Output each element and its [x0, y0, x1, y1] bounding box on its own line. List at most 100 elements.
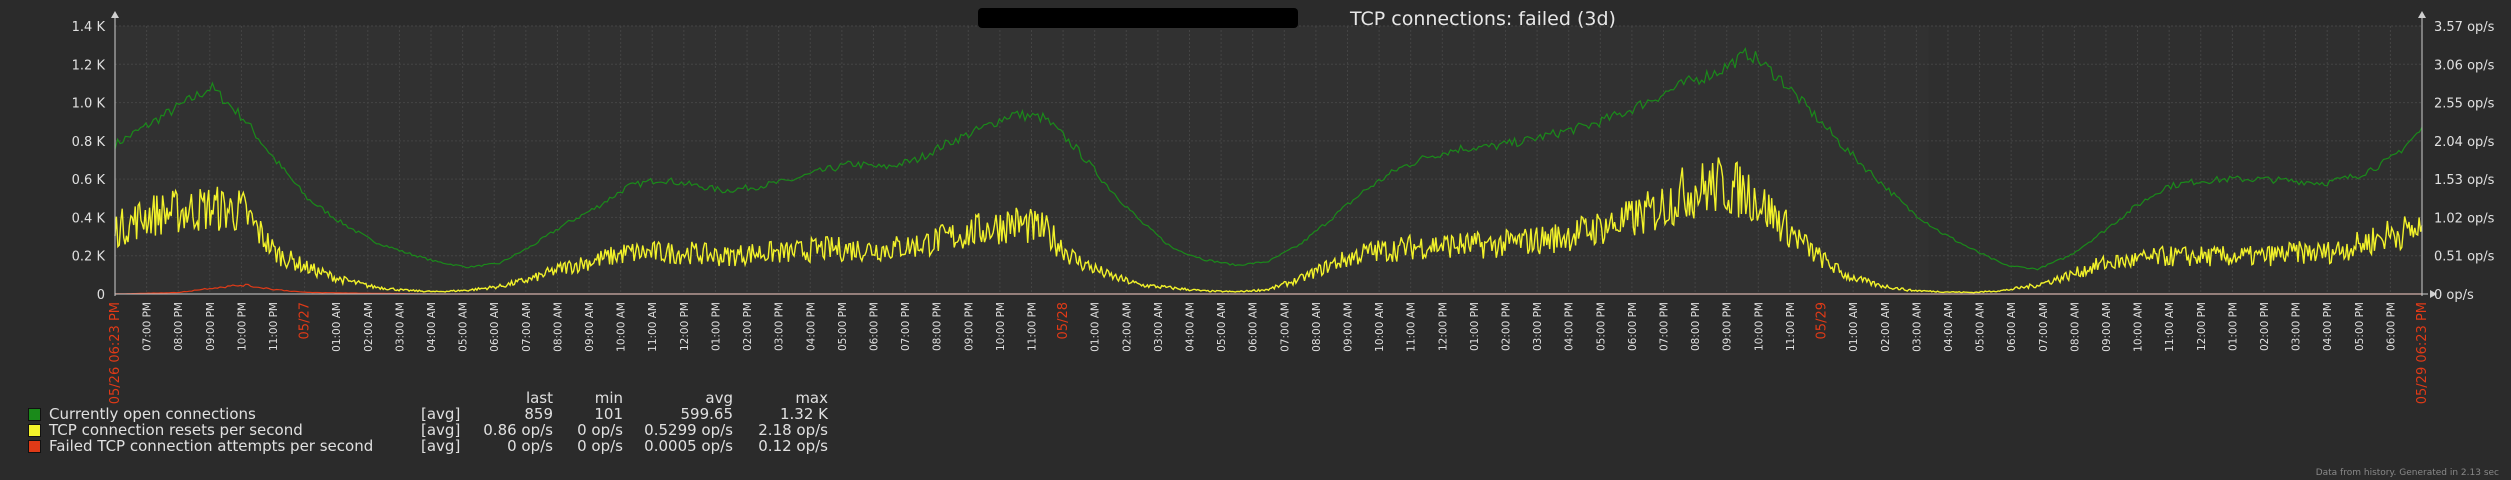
- x-tick-label: 03:00 AM: [394, 302, 406, 352]
- x-tick-label: 02:00 AM: [1121, 302, 1133, 352]
- x-tick-label: 10:00 PM: [995, 302, 1007, 351]
- y-left-tick-label: 0.4 K: [72, 211, 106, 226]
- x-tick-label: 06:00 AM: [2006, 302, 2018, 352]
- x-tick-label: 11:00 PM: [1026, 302, 1038, 351]
- x-tick-label: 10:00 AM: [1374, 302, 1386, 352]
- x-day-label: 05/29: [1815, 302, 1830, 339]
- legend-last: 0 op/s: [507, 437, 553, 455]
- y-left-tick-label: 0.8 K: [72, 135, 106, 150]
- x-tick-label: 07:00 AM: [1279, 302, 1291, 352]
- y-right-tick-label: 0 op/s: [2434, 288, 2474, 303]
- x-tick-label: 06:00 AM: [1248, 302, 1260, 352]
- x-tick-label: 02:00 AM: [1880, 302, 1892, 352]
- y-left-tick-label: 0: [97, 288, 105, 303]
- x-tick-label: 07:00 PM: [900, 302, 912, 351]
- x-tick-label: 03:00 PM: [2291, 302, 2303, 351]
- x-tick-label: 10:00 AM: [616, 302, 628, 352]
- x-tick-label: 09:00 PM: [205, 302, 217, 351]
- legend-name: Currently open connections: [49, 405, 256, 423]
- x-tick-label: 07:00 AM: [2038, 302, 2050, 352]
- legend-header-avg: avg: [705, 389, 733, 407]
- x-tick-label: 04:00 PM: [805, 302, 817, 351]
- legend-name: TCP connection resets per second: [49, 421, 303, 439]
- x-tick-label: 09:00 AM: [1343, 302, 1355, 352]
- x-day-label: 05/29 06:23 PM: [2415, 302, 2430, 404]
- x-tick-label: 11:00 AM: [1406, 302, 1418, 352]
- x-tick-label: 02:00 PM: [1501, 302, 1513, 351]
- legend-row-resets: TCP connection resets per second [avg] 0…: [28, 421, 828, 439]
- x-tick-label: 01:00 PM: [2227, 302, 2239, 351]
- x-tick-label: 07:00 AM: [521, 302, 533, 352]
- legend-header-last: last: [525, 389, 553, 407]
- x-tick-label: 11:00 AM: [2164, 302, 2176, 352]
- x-tick-label: 12:00 PM: [1437, 302, 1449, 351]
- x-tick-label: 07:00 PM: [1659, 302, 1671, 351]
- y-right-tick-label: 3.57 op/s: [2434, 20, 2495, 35]
- y-right-tick-label: 2.04 op/s: [2434, 135, 2495, 150]
- legend-max: 2.18 op/s: [758, 421, 828, 439]
- x-tick-label: 01:00 PM: [710, 302, 722, 351]
- y-left-tick-label: 1.4 K: [72, 20, 106, 35]
- legend-min: 101: [594, 405, 623, 423]
- x-tick-label: 02:00 PM: [2259, 302, 2271, 351]
- x-tick-label: 02:00 PM: [742, 302, 754, 351]
- x-tick-label: 06:00 AM: [489, 302, 501, 352]
- x-tick-label: 12:00 PM: [679, 302, 691, 351]
- x-tick-label: 10:00 PM: [1753, 302, 1765, 351]
- legend-swatch-resets: [28, 423, 41, 437]
- x-tick-label: 08:00 AM: [2069, 302, 2081, 352]
- x-tick-label: 09:00 PM: [963, 302, 975, 351]
- y-right-tick-label: 0.51 op/s: [2434, 250, 2495, 265]
- x-tick-label: 12:00 PM: [2196, 302, 2208, 351]
- x-tick-label: 09:00 PM: [1722, 302, 1734, 351]
- x-tick-label: 10:00 AM: [2133, 302, 2145, 352]
- x-day-label: 05/26 06:23 PM: [108, 302, 123, 404]
- y-right-tick-label: 1.02 op/s: [2434, 211, 2495, 226]
- y-axis-left-arrow-icon: [111, 11, 119, 18]
- legend-row-open: Currently open connections [avg] 859 101…: [28, 405, 828, 423]
- series-open-connections: [114, 47, 2423, 271]
- legend-agg: [avg]: [421, 405, 461, 423]
- axes: [111, 11, 2437, 298]
- x-tick-label: 06:00 PM: [1627, 302, 1639, 351]
- x-tick-label: 09:00 AM: [2101, 302, 2113, 352]
- x-tick-label: 04:00 AM: [1184, 302, 1196, 352]
- x-tick-label: 05:00 PM: [837, 302, 849, 351]
- x-tick-label: 08:00 AM: [1311, 302, 1323, 352]
- x-tick-label: 11:00 PM: [1785, 302, 1797, 351]
- x-tick-label: 06:00 PM: [2385, 302, 2397, 351]
- x-tick-label: 04:00 AM: [426, 302, 438, 352]
- x-tick-label: 04:00 PM: [2322, 302, 2334, 351]
- legend-header: last min avg max: [28, 389, 828, 407]
- y-right-tick-label: 2.55 op/s: [2434, 97, 2495, 112]
- x-tick-label: 04:00 AM: [1943, 302, 1955, 352]
- x-tick-label: 10:00 PM: [236, 302, 248, 351]
- x-tick-label: 11:00 PM: [268, 302, 280, 351]
- y-axis-right-labels: 0 op/s 0.51 op/s 1.02 op/s 1.53 op/s 2.04 op…: [2434, 20, 2495, 303]
- y-left-tick-label: 1.2 K: [72, 58, 106, 73]
- x-tick-label: 01:00 AM: [1848, 302, 1860, 352]
- legend-last: 0.86 op/s: [483, 421, 553, 439]
- x-tick-label: 08:00 PM: [173, 302, 185, 351]
- legend-avg: 599.65: [680, 405, 734, 423]
- x-tick-label: 06:00 PM: [868, 302, 880, 351]
- x-tick-label: 01:00 AM: [1090, 302, 1102, 352]
- series-tcp-resets: [114, 157, 2423, 294]
- x-tick-label: 05:00 PM: [1595, 302, 1607, 351]
- x-tick-label: 08:00 AM: [552, 302, 564, 352]
- y-left-tick-label: 0.6 K: [72, 173, 106, 188]
- y-left-tick-label: 1.0 K: [72, 97, 106, 112]
- legend-agg: [avg]: [421, 437, 461, 455]
- y-axis-left-labels: 0 0.2 K 0.4 K 0.6 K 0.8 K 1.0 K 1.2 K 1.4 K: [72, 20, 106, 303]
- y-axis-right-arrow-icon: [2418, 11, 2426, 18]
- y-right-tick-label: 1.53 op/s: [2434, 173, 2495, 188]
- x-tick-label: 03:00 AM: [1153, 302, 1165, 352]
- x-axis-labels: 05/26 06:23 PM 07:00 PM 08:00 PM 09:00 PM 10…: [108, 302, 2430, 404]
- legend-agg: [avg]: [421, 421, 461, 439]
- x-tick-label: 03:00 AM: [1911, 302, 1923, 352]
- legend: last min avg max Currently open connecti…: [28, 389, 828, 455]
- x-tick-label: 04:00 PM: [1564, 302, 1576, 351]
- legend-name: Failed TCP connection attempts per secon…: [49, 437, 374, 455]
- legend-last: 859: [524, 405, 553, 423]
